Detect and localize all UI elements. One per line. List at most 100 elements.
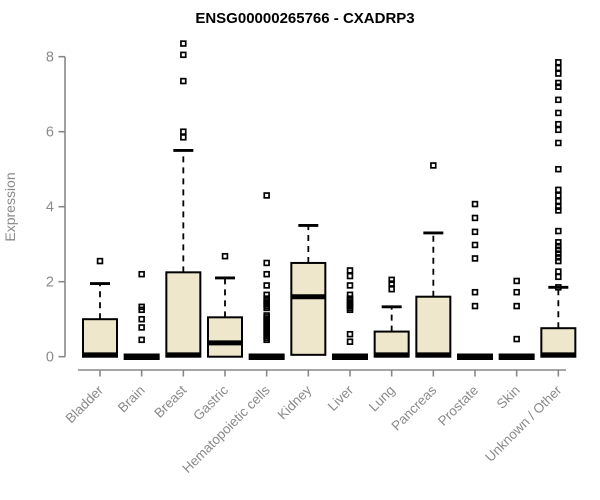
outlier-point <box>96 257 104 265</box>
x-tick-label: Prostate <box>435 383 481 429</box>
x-tick-label: Pancreas <box>389 382 440 433</box>
x-tick-label: Kidney <box>275 382 315 422</box>
outlier-point <box>388 276 395 284</box>
outlier-point <box>180 51 187 59</box>
outlier-point <box>555 246 562 254</box>
box-group <box>165 40 202 358</box>
box-series <box>82 40 577 360</box>
outlier-point <box>430 162 437 169</box>
outlier-point <box>263 336 270 344</box>
y-tick-label: 4 <box>46 200 54 216</box>
outlier-point <box>513 277 520 285</box>
outlier-point <box>555 126 562 134</box>
outlier-point <box>555 197 562 205</box>
outlier-point <box>471 241 479 249</box>
outlier-point <box>555 207 562 214</box>
outlier-point <box>555 120 562 128</box>
outlier-point <box>513 288 520 296</box>
collapsed-box <box>123 353 160 360</box>
outlier-point <box>388 285 395 293</box>
x-tick-label: Lung <box>366 383 398 415</box>
outlier-point <box>555 273 562 281</box>
y-tick-label: 8 <box>46 50 54 66</box>
outlier-point <box>555 59 562 66</box>
outlier-point <box>263 259 270 267</box>
outlier-point <box>263 270 270 278</box>
x-tick-label: Breast <box>151 382 189 420</box>
box-iqr <box>540 327 577 358</box>
outlier-point <box>555 186 562 194</box>
outlier-point <box>555 64 562 72</box>
x-tick-label: Brain <box>115 383 148 416</box>
box-group <box>123 270 160 360</box>
outlier-point <box>138 315 145 323</box>
outlier-point <box>555 268 562 275</box>
x-tick-label: Gastric <box>190 382 231 423</box>
outlier-point <box>180 77 187 85</box>
box-group <box>540 59 577 358</box>
x-tick-label: Skin <box>494 383 523 412</box>
collapsed-box <box>248 353 285 360</box>
box-group <box>415 162 452 358</box>
box-group <box>290 224 327 356</box>
outlier-point <box>221 252 229 260</box>
box-group <box>498 277 535 360</box>
collapsed-box <box>498 353 535 360</box>
outlier-point <box>263 192 270 199</box>
outlier-point <box>346 330 354 338</box>
outlier-point <box>263 282 270 289</box>
outlier-point <box>180 134 187 141</box>
outlier-point <box>555 203 562 210</box>
box-iqr <box>290 261 327 356</box>
outlier-point <box>471 200 479 208</box>
box-iqr <box>207 316 244 358</box>
outlier-point <box>471 302 479 310</box>
outlier-point <box>555 250 562 257</box>
outlier-point <box>555 79 562 87</box>
outlier-point <box>555 165 562 173</box>
outlier-point <box>346 282 354 289</box>
box-group <box>82 257 118 358</box>
outlier-point <box>555 227 562 235</box>
outlier-point <box>555 83 562 90</box>
outlier-point <box>555 239 562 246</box>
box-iqr <box>415 295 452 358</box>
outlier-point <box>471 255 479 262</box>
y-tick-label: 2 <box>46 275 54 291</box>
outlier-point <box>555 257 562 265</box>
outlier-point <box>555 139 562 147</box>
box-group <box>248 192 285 360</box>
outlier-point <box>555 192 562 199</box>
x-tick-label: Bladder <box>63 382 107 426</box>
outlier-point <box>555 70 562 77</box>
box-group <box>332 267 369 360</box>
chart-title: ENSG00000265766 - CXADRP3 <box>195 10 414 27</box>
box-group <box>457 200 494 360</box>
outlier-point <box>471 228 479 236</box>
outlier-point <box>138 270 145 278</box>
outlier-point <box>471 288 479 296</box>
outlier-point <box>555 96 562 104</box>
outlier-point <box>180 128 187 135</box>
outlier-point <box>555 242 562 250</box>
outlier-point <box>346 272 354 280</box>
y-tick-label: 0 <box>46 350 54 366</box>
outlier-point <box>346 338 354 345</box>
outlier-point <box>513 302 520 310</box>
outlier-point <box>513 335 520 343</box>
x-tick-label: Unknown / Other <box>482 382 565 465</box>
outlier-point <box>555 109 562 117</box>
collapsed-box <box>332 353 369 360</box>
box-group <box>207 252 244 358</box>
y-tick-label: 6 <box>46 125 54 141</box>
outlier-point <box>138 306 145 314</box>
outlier-point <box>263 304 270 312</box>
outlier-point <box>555 284 562 291</box>
box-iqr <box>165 271 202 358</box>
y-axis-label: Expression <box>2 172 18 241</box>
outlier-point <box>388 280 395 287</box>
outlier-point <box>180 40 187 47</box>
outlier-point <box>346 267 354 274</box>
